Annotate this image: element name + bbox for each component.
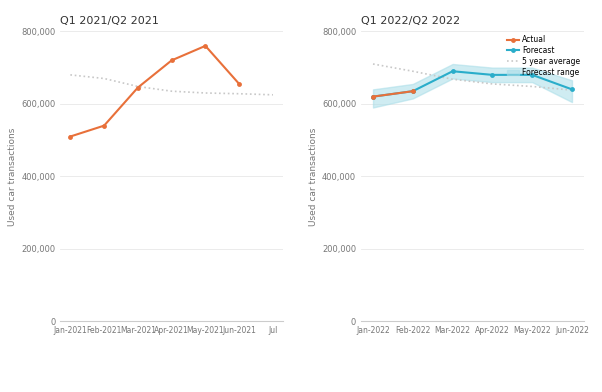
Actual (370, 94, 377, 99)
Legend: Actual, Forecast, 5 year average, Forecast range: Actual, Forecast, 5 year average, Foreca… (506, 34, 582, 78)
Forecast (409, 89, 417, 94)
Forecast (489, 73, 496, 77)
Line: Actual: Actual (371, 89, 415, 99)
Forecast (449, 69, 456, 74)
Text: Q1 2021/Q2 2021: Q1 2021/Q2 2021 (60, 16, 159, 26)
Y-axis label: Used car transactions: Used car transactions (309, 127, 318, 225)
Line: 5 year average: 5 year average (373, 64, 572, 90)
5 year average (529, 84, 536, 89)
Forecast (370, 94, 377, 99)
5 year average (449, 77, 456, 82)
Actual (409, 89, 417, 94)
Forecast (568, 87, 576, 92)
5 year average (489, 82, 496, 86)
5 year average (409, 69, 417, 74)
Text: Q1 2022/Q2 2022: Q1 2022/Q2 2022 (361, 16, 460, 26)
Line: Forecast: Forecast (371, 69, 574, 99)
5 year average (370, 62, 377, 66)
Forecast (529, 73, 536, 77)
Y-axis label: Used car transactions: Used car transactions (8, 127, 17, 225)
5 year average (568, 88, 576, 93)
